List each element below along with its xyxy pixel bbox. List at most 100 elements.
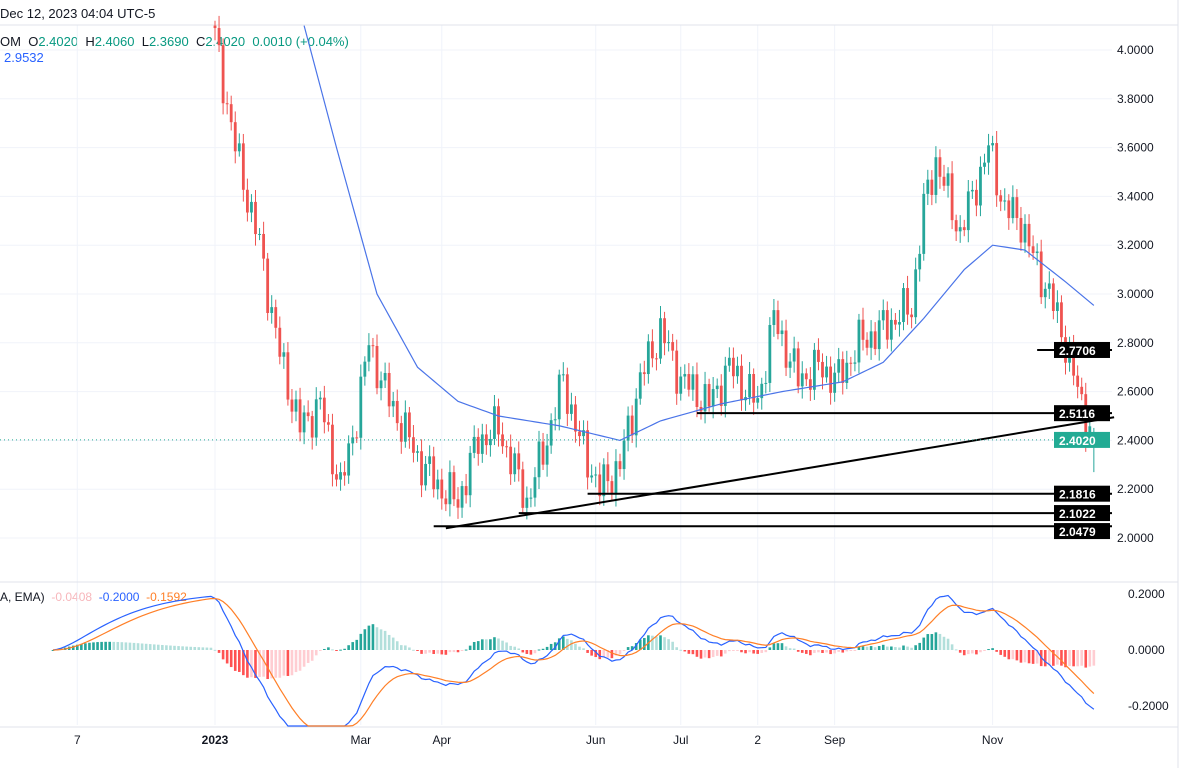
- macd-histogram-bar: [566, 638, 569, 650]
- macd-histogram-bar: [1023, 650, 1027, 663]
- candle-body: [687, 374, 691, 390]
- macd-histogram-bar: [100, 641, 103, 650]
- candle-body: [525, 497, 529, 508]
- macd-histogram-bar: [1043, 650, 1047, 667]
- candle-body: [241, 143, 245, 190]
- macd-histogram-bar: [387, 634, 391, 650]
- candle-body: [444, 498, 448, 505]
- macd-histogram-bar: [594, 650, 597, 658]
- macd-histogram-bar: [602, 650, 606, 658]
- macd-histogram-bar: [671, 641, 674, 650]
- candle-body: [318, 397, 322, 400]
- candle-body: [784, 330, 788, 368]
- candle-body: [371, 345, 375, 347]
- candle-body: [452, 472, 456, 500]
- candle-body: [800, 373, 804, 387]
- candle-body: [513, 453, 517, 475]
- candle-body: [480, 434, 484, 454]
- macd-histogram-bar: [282, 650, 286, 676]
- macd-histogram-bar: [813, 650, 816, 653]
- macd-histogram-bar: [869, 646, 873, 650]
- candle-body: [873, 331, 877, 350]
- macd-histogram-bar: [930, 634, 934, 650]
- macd-histogram-bar: [371, 624, 375, 650]
- macd-histogram-bar: [120, 642, 124, 650]
- low-value: 2.3690: [148, 34, 189, 49]
- macd-histogram-bar: [319, 650, 322, 651]
- macd-histogram-bar: [881, 644, 885, 650]
- macd-histogram-bar: [383, 630, 387, 650]
- macd-histogram-bar: [513, 646, 516, 650]
- x-tick-label: 2023: [202, 733, 229, 747]
- macd-histogram-bar: [679, 649, 683, 651]
- macd-histogram-bar: [1019, 650, 1023, 663]
- candle-body: [395, 400, 399, 424]
- macd-histogram-bar: [845, 650, 849, 652]
- macd-histogram-bar: [590, 650, 593, 656]
- level-price-label: 2.1816: [1059, 488, 1096, 502]
- macd-histogram-bar: [274, 650, 278, 678]
- macd-histogram-bar: [424, 650, 427, 654]
- candle-body: [622, 440, 626, 470]
- macd-histogram-bar: [76, 644, 79, 650]
- candle-body: [934, 157, 938, 195]
- high-label: H: [85, 34, 95, 49]
- macd-histogram-bar: [355, 639, 359, 650]
- candle-body: [493, 406, 496, 439]
- candle-body: [727, 357, 731, 366]
- candle-body: [517, 453, 521, 470]
- macd-histogram-bar: [108, 641, 111, 650]
- macd-histogram-bar: [634, 643, 638, 650]
- macd-tick-label: 0.0000: [1128, 643, 1165, 657]
- macd-histogram-bar: [1068, 650, 1071, 666]
- macd-histogram-bar: [586, 650, 589, 653]
- candle-body: [752, 374, 756, 403]
- candle-body: [894, 319, 897, 325]
- symbol-suffix: OM: [0, 34, 21, 49]
- last-price-tag: [1054, 431, 1110, 448]
- macd-histogram-bar: [375, 627, 379, 650]
- macd-histogram-bar: [983, 650, 986, 651]
- candle-body: [804, 373, 808, 380]
- candle-body: [889, 319, 893, 340]
- x-tick-label: Jul: [673, 733, 688, 747]
- candle-body: [975, 189, 978, 206]
- candle-body: [282, 352, 286, 357]
- macd-histogram-bar: [537, 649, 541, 651]
- trendline: [445, 416, 1115, 530]
- candle-body: [610, 481, 614, 495]
- macd-histogram-bar: [189, 646, 192, 650]
- macd-histogram-bar: [452, 650, 456, 653]
- level-price-label: 2.0479: [1059, 525, 1096, 539]
- macd-histogram-bar: [238, 650, 241, 672]
- macd-histogram-bar: [557, 638, 561, 650]
- candle-body: [614, 461, 618, 495]
- macd-histogram-bar: [472, 641, 476, 650]
- y-tick-label: 2.0000: [1117, 531, 1154, 545]
- x-tick-label: 2: [754, 733, 761, 747]
- candle-body: [877, 320, 881, 350]
- macd-histogram-bar: [817, 650, 820, 653]
- macd-histogram-bar: [468, 645, 472, 650]
- candle-body: [1027, 223, 1031, 247]
- macd-histogram-bar: [246, 650, 249, 678]
- candle-body: [290, 399, 294, 412]
- close-label: C: [195, 34, 206, 49]
- y-tick-label: 3.8000: [1117, 92, 1154, 106]
- macd-histogram-bar: [999, 650, 1002, 655]
- candle-body: [314, 399, 318, 438]
- macd-histogram-bar: [574, 643, 577, 650]
- candle-body: [246, 189, 249, 213]
- candle-body: [764, 382, 768, 384]
- candle-body: [294, 399, 298, 412]
- macd-histogram-bar: [926, 634, 930, 650]
- candle-body: [537, 441, 541, 478]
- macd-histogram-bar: [92, 642, 95, 650]
- candle-body: [723, 365, 727, 406]
- macd-histogram-bar: [221, 650, 225, 660]
- macd-histogram-bar: [379, 629, 383, 650]
- macd-histogram-bar: [728, 650, 731, 652]
- macd-histogram-bar: [643, 637, 646, 650]
- candle-body: [440, 479, 444, 499]
